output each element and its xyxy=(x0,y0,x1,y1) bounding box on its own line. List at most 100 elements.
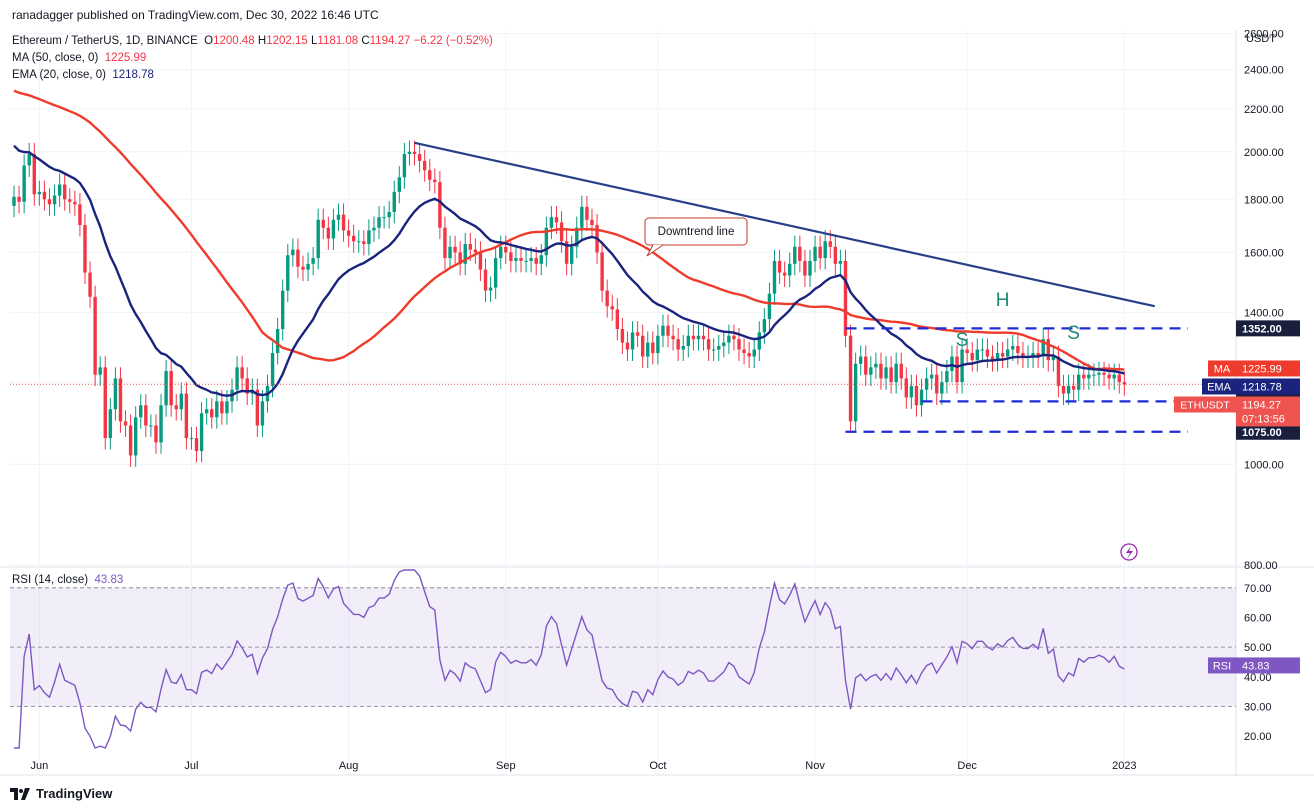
ma-legend[interactable]: MA (50, close, 0) 1225.99 xyxy=(12,52,146,64)
candle-body xyxy=(742,349,746,354)
candle-body xyxy=(620,329,625,343)
y-tick-label: 1600.00 xyxy=(1244,247,1284,259)
candle-body xyxy=(194,438,199,452)
candle-body xyxy=(544,227,549,256)
candle-body xyxy=(189,438,194,440)
candle-body xyxy=(68,199,72,202)
rsi-tick-label: 70.00 xyxy=(1244,583,1272,595)
candle-body xyxy=(843,260,848,336)
candle-body xyxy=(47,199,52,205)
candle-body xyxy=(869,367,873,375)
rsi-tick-label: 60.00 xyxy=(1244,612,1272,624)
candle-body xyxy=(301,266,305,270)
candle-body xyxy=(965,349,969,354)
y-tick-label: 1800.00 xyxy=(1244,194,1284,206)
rsi-tag-bg xyxy=(1236,657,1300,674)
candle-body xyxy=(788,263,792,276)
candle-body xyxy=(357,241,361,243)
candle-body xyxy=(777,260,782,273)
candle-body xyxy=(1006,349,1010,357)
price-tag-value: 1194.27 xyxy=(1242,399,1281,411)
candle-body xyxy=(767,293,772,320)
candle-body xyxy=(245,378,249,394)
candle-body xyxy=(118,378,123,422)
level-tag-label: 1075.00 xyxy=(1242,427,1282,439)
candle-body xyxy=(57,184,62,196)
candle-body xyxy=(924,378,929,390)
candle-body xyxy=(144,405,148,426)
ma-legend-label: MA (50, close, 0) xyxy=(12,52,99,64)
candle-body xyxy=(625,342,630,350)
candle-body xyxy=(950,356,954,372)
candle-body xyxy=(656,335,660,354)
candle-body xyxy=(164,371,168,406)
candle-body xyxy=(509,252,513,261)
ema-legend[interactable]: EMA (20, close, 0) 1218.78 xyxy=(12,69,154,81)
price-tag-bg xyxy=(1236,396,1300,427)
y-tick-label: 2200.00 xyxy=(1244,104,1284,116)
candle-body xyxy=(833,246,838,264)
candle-body xyxy=(139,405,143,418)
candle-body xyxy=(270,353,275,386)
candle-body xyxy=(651,342,655,354)
candle-body xyxy=(240,367,244,379)
candle-body xyxy=(874,363,878,368)
low-value: 1181.08 xyxy=(317,35,359,47)
candle-body xyxy=(1097,372,1101,375)
candle-body xyxy=(453,246,457,253)
tradingview-logo[interactable]: TradingView xyxy=(10,786,112,801)
candles xyxy=(12,140,1127,467)
candle-body xyxy=(128,425,133,456)
candle-body xyxy=(1041,339,1045,357)
candle-body xyxy=(402,154,407,178)
candle-body xyxy=(483,269,488,291)
candle-body xyxy=(691,335,696,340)
candle-body xyxy=(661,325,665,336)
candle-body xyxy=(433,179,437,183)
candle-body xyxy=(711,349,716,351)
candle-body xyxy=(681,346,685,350)
rsi-legend-value: 43.83 xyxy=(94,574,124,586)
candle-body xyxy=(428,170,432,180)
candle-body xyxy=(341,214,346,231)
candle-body xyxy=(504,246,508,253)
candle-body xyxy=(225,401,229,414)
candle-body xyxy=(534,258,538,264)
candle-body xyxy=(331,219,336,239)
symbol-name[interactable]: Ethereum / TetherUS, 1D, BINANCE xyxy=(12,35,198,47)
candle-body xyxy=(311,258,315,264)
x-tick-label: Sep xyxy=(496,760,516,772)
candle-body xyxy=(899,363,903,379)
rsi-legend[interactable]: RSI (14, close) 43.83 xyxy=(12,574,123,586)
rsi-legend-label: RSI (14, close) xyxy=(12,574,89,586)
candle-body xyxy=(17,196,21,202)
candle-body xyxy=(782,272,787,276)
rsi-tick-label: 30.00 xyxy=(1244,701,1272,713)
candle-body xyxy=(605,290,609,307)
rsi-tick-label: 50.00 xyxy=(1244,642,1272,654)
candle-body xyxy=(524,260,528,262)
candle-body xyxy=(889,367,893,383)
candle-body xyxy=(798,246,802,261)
candle-body xyxy=(184,393,189,439)
candle-body xyxy=(1066,385,1071,394)
candle-body xyxy=(52,195,57,205)
candle-body xyxy=(27,154,31,166)
candle-body xyxy=(706,339,711,350)
downtrend-line xyxy=(414,141,1155,308)
candle-body xyxy=(1122,382,1127,385)
candle-body xyxy=(539,255,543,264)
ema-legend-label: EMA (20, close, 0) xyxy=(12,69,106,81)
candle-body xyxy=(174,405,178,410)
candle-body xyxy=(1071,385,1076,390)
candle-body xyxy=(686,335,691,347)
candle-body xyxy=(220,401,224,414)
candle-body xyxy=(529,258,533,261)
ema-tag-bg xyxy=(1236,378,1300,395)
candle-body xyxy=(397,177,402,192)
candle-body xyxy=(108,409,113,439)
brand-name: TradingView xyxy=(36,786,113,801)
candle-body xyxy=(286,255,290,291)
candle-body xyxy=(615,309,620,330)
